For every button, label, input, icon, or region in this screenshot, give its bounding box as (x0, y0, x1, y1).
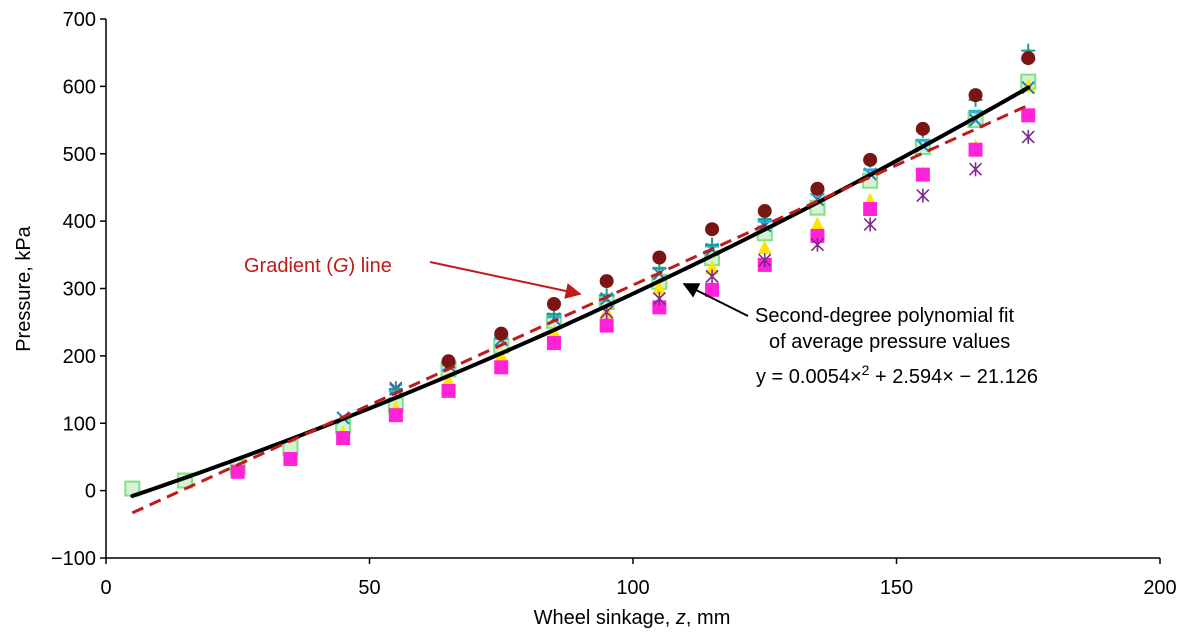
gradient-line-label: Gradient (G) line (244, 255, 392, 277)
data-point-square (441, 383, 456, 398)
y-ticks: −100 0 100 200 300 400 500 600 700 (51, 9, 106, 570)
x-tick-label: 0 (100, 577, 111, 599)
x-tick-label: 200 (1143, 577, 1176, 599)
data-point-square (810, 228, 825, 243)
data-point-circle (968, 88, 983, 103)
y-tick-label: 300 (63, 279, 96, 301)
fit-equation: y = 0.0054×2 + 2.594× − 21.126 (756, 362, 1038, 388)
data-point-asterisk (863, 217, 877, 232)
y-tick-label: 600 (63, 76, 96, 98)
data-point-asterisk (705, 269, 719, 284)
data-point-asterisk (968, 162, 983, 177)
data-point-square (863, 201, 878, 216)
fit-equation-prefix: y = 0.0054× (756, 366, 862, 388)
y-tick-label: 100 (63, 413, 96, 435)
y-tick-label: 200 (63, 346, 96, 368)
data-point-circle (863, 152, 878, 167)
data-point-circle (546, 296, 561, 311)
data-point-asterisk (916, 188, 930, 203)
y-tick-label: 700 (63, 9, 96, 31)
data-point-square (1021, 108, 1036, 123)
y-tick-label: 400 (63, 211, 96, 233)
data-point-circle (915, 121, 930, 136)
data-point-circle (494, 326, 509, 341)
data-point-square (388, 408, 403, 423)
data-point-triangle (810, 216, 825, 231)
data-point-circle (599, 274, 614, 289)
data-point-triangle (652, 280, 667, 295)
gradient-label-part-3: ) line (349, 255, 392, 277)
data-point-square (283, 451, 298, 466)
y-tick-label: 500 (63, 144, 96, 166)
data-point-circle (757, 204, 772, 219)
gradient-label-italic-g: G (333, 255, 349, 277)
data-point-circle (810, 181, 825, 196)
x-axis-title: Wheel sinkage, z, mm (534, 607, 731, 629)
data-point-asterisk (652, 291, 666, 306)
gradient-line (131, 103, 1029, 515)
data-point-triangle (441, 372, 456, 387)
data-point-square (546, 336, 561, 351)
data-point-square (968, 142, 983, 157)
y-tick-label: 0 (85, 481, 96, 503)
y-axis-title: Pressure, kPa (13, 225, 35, 351)
data-point-triangle (757, 240, 772, 255)
data-point-square (336, 431, 351, 446)
x-tick-label: 100 (616, 577, 649, 599)
fit-lines (130, 85, 1031, 515)
data-point-asterisk (758, 253, 772, 268)
y-tick-label: −100 (51, 548, 96, 570)
axes (105, 19, 1160, 559)
annotations: Gradient (G) line Second-degree polynomi… (244, 255, 1038, 388)
data-point-circle (441, 354, 456, 369)
fit-label-line-2: of average pressure values (769, 331, 1010, 353)
data-point-square (494, 360, 509, 375)
data-point-asterisk (1021, 129, 1035, 144)
data-point-circle (705, 222, 720, 237)
gradient-label-part-1: Gradient ( (244, 255, 333, 277)
x-tick-label: 150 (880, 577, 913, 599)
fit-equation-suffix: + 2.594× − 21.126 (869, 366, 1038, 388)
data-point-square (915, 167, 930, 182)
data-point-square (599, 318, 614, 333)
x-tick-label: 50 (358, 577, 380, 599)
x-axis-title-part-3: , mm (686, 607, 730, 629)
data-point-asterisk (810, 237, 825, 252)
data-point-circle (1021, 51, 1036, 66)
data-point-triangle (705, 260, 720, 275)
x-axis-title-part-1: Wheel sinkage, (534, 607, 676, 629)
x-ticks: 0 50 100 150 200 (100, 558, 1177, 599)
data-point-circle (652, 250, 667, 265)
polynomial-fit-line (130, 85, 1031, 499)
data-point-square (705, 282, 720, 297)
gradient-label-arrow (429, 261, 582, 299)
fit-equation-exponent: 2 (862, 362, 870, 378)
x-axis-title-italic-z: z (675, 607, 686, 629)
fit-label-line-1: Second-degree polynomial fit (755, 305, 1014, 327)
data-point-square (230, 464, 245, 479)
data-point-plus (599, 288, 614, 303)
fit-label-arrow (682, 283, 749, 317)
data-point-square (652, 300, 667, 315)
